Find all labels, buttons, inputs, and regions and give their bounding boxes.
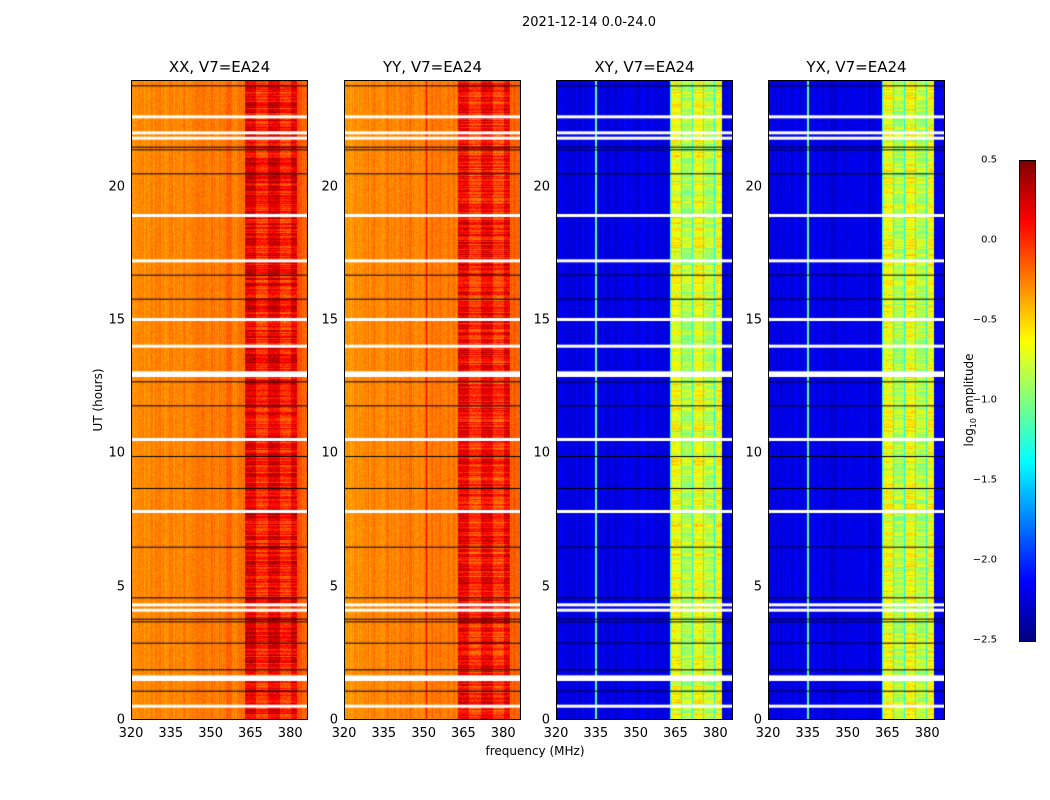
x-axis-label: frequency (MHz)	[485, 744, 585, 758]
heatmap-3	[768, 80, 945, 720]
y-tick-label: 5	[116, 579, 125, 595]
x-tick-label: 320	[543, 726, 569, 741]
panel-title: XY, V7=EA24	[594, 58, 695, 76]
x-tick-label: 365	[874, 726, 900, 741]
colorbar-label: log10 amplitude	[961, 353, 979, 447]
y-tick-label: 20	[108, 179, 125, 195]
x-tick-label: 335	[371, 726, 397, 741]
heatmap-2	[556, 80, 733, 720]
x-tick-label: 365	[662, 726, 688, 741]
figure-title: 2021-12-14 0.0-24.0	[522, 15, 656, 30]
colorbar-tick-label: −1.0	[972, 394, 997, 406]
colorbar-tick-label: −0.5	[972, 314, 997, 326]
y-tick-label: 15	[321, 312, 338, 328]
x-tick-label: 335	[583, 726, 609, 741]
panel-title: YX, V7=EA24	[806, 58, 907, 76]
x-tick-label: 380	[277, 726, 303, 741]
x-tick-label: 320	[755, 726, 781, 741]
x-tick-label: 380	[702, 726, 728, 741]
y-tick-label: 5	[329, 579, 338, 595]
y-tick-label: 15	[108, 312, 125, 328]
y-tick-label: 20	[745, 179, 762, 195]
y-tick-label: 0	[116, 712, 125, 728]
colorbar-tick-label: −2.5	[972, 634, 997, 646]
y-tick-label: 0	[329, 712, 338, 728]
colorbar-tick-label: −2.0	[972, 554, 997, 566]
panel-2: XY, V7=EA24 320 335 350 365 380 0 5 10 15 20	[533, 58, 733, 741]
colorbar-tick-label: −1.5	[972, 474, 997, 486]
y-tick-label: 5	[753, 579, 762, 595]
x-tick-label: 365	[237, 726, 263, 741]
y-tick-label: 0	[541, 712, 550, 728]
colorbar-tick-label: 0.0	[981, 234, 997, 246]
heatmap-0	[131, 80, 308, 720]
y-tick-label: 10	[745, 445, 762, 461]
x-tick-label: 335	[158, 726, 184, 741]
y-tick-label: 15	[745, 312, 762, 328]
x-tick-label: 320	[331, 726, 357, 741]
x-tick-label: 365	[450, 726, 476, 741]
x-tick-label: 350	[623, 726, 649, 741]
x-tick-label: 335	[795, 726, 821, 741]
panel-1: YY, V7=EA24 320 335 350 365 380 0 5 10 15 20	[321, 58, 521, 741]
x-tick-label: 350	[411, 726, 437, 741]
x-tick-label: 320	[118, 726, 144, 741]
x-tick-label: 350	[198, 726, 224, 741]
y-tick-label: 5	[541, 579, 550, 595]
y-tick-label: 10	[321, 445, 338, 461]
panel-0: XX, V7=EA24 320 335 350 365 380 0 5 10 15 20	[108, 58, 308, 741]
y-tick-label: 0	[753, 712, 762, 728]
y-tick-label: 20	[321, 179, 338, 195]
y-axis-label: UT (hours)	[91, 368, 105, 432]
colorbar	[1019, 160, 1036, 642]
colorbar-tick-label: 0.5	[981, 154, 997, 166]
panel-3: YX, V7=EA24 320 335 350 365 380 0 5 10 15 20	[745, 58, 945, 741]
panel-title: YY, V7=EA24	[382, 58, 483, 76]
y-tick-label: 15	[533, 312, 550, 328]
x-tick-label: 380	[490, 726, 516, 741]
y-tick-label: 20	[533, 179, 550, 195]
y-tick-label: 10	[533, 445, 550, 461]
x-tick-label: 350	[835, 726, 861, 741]
panel-title: XX, V7=EA24	[168, 58, 271, 76]
heatmap-1	[344, 80, 521, 720]
y-tick-label: 10	[108, 445, 125, 461]
x-tick-label: 380	[914, 726, 940, 741]
